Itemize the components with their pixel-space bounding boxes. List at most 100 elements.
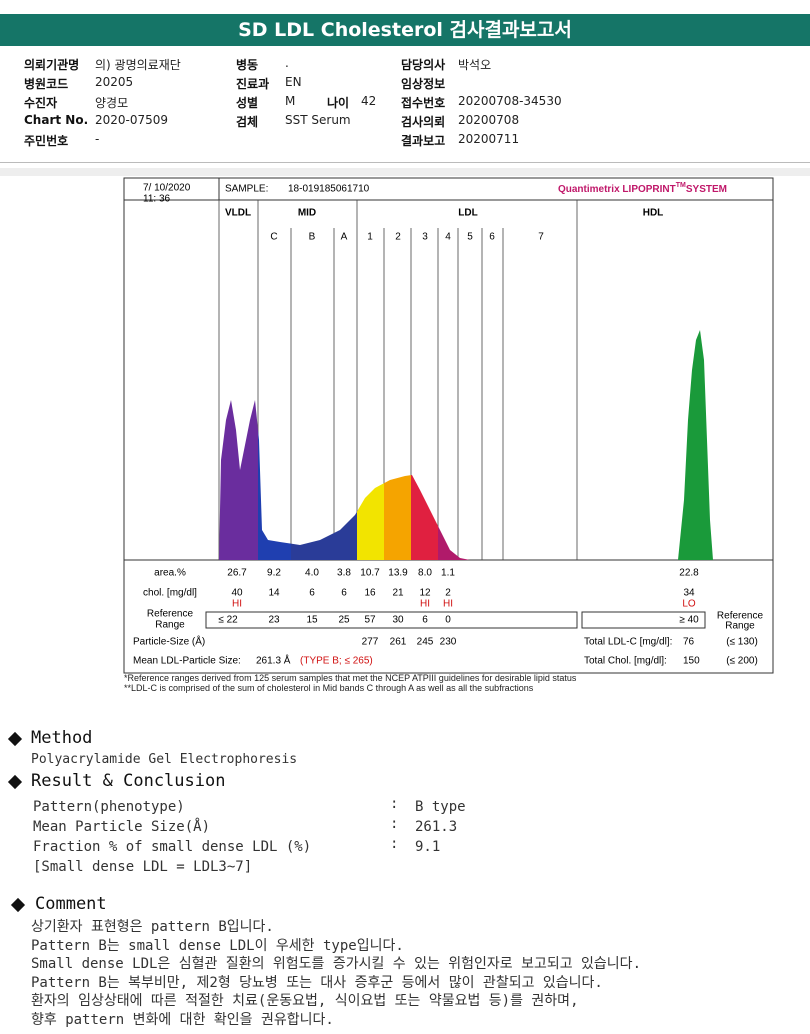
info-value: 20200708 (458, 113, 520, 127)
info-value: 20200711 (458, 132, 520, 146)
flag: HI (420, 599, 430, 610)
chol-value: 6 (309, 588, 315, 599)
flag: HI (443, 599, 453, 610)
curve (219, 400, 470, 560)
result-value: 261.3 (415, 819, 458, 835)
row-label: Reference (717, 611, 764, 622)
curve-segment (357, 483, 384, 560)
chol-value: 2 (445, 588, 451, 599)
ref-value: ≤ 22 (218, 615, 238, 626)
chol-value: 16 (364, 588, 376, 599)
flag: HI (232, 599, 242, 610)
info-value: 의) 광명의료재단 (95, 58, 181, 72)
ref-value: 30 (392, 615, 404, 626)
mean-label: Mean LDL-Particle Size: (133, 656, 241, 667)
band-label: B (309, 232, 316, 243)
ref-value: 15 (306, 615, 318, 626)
time: 11: 36 (143, 194, 170, 205)
band-label: C (270, 232, 277, 243)
area-value: 3.8 (337, 568, 351, 579)
info-label: 결과보고 (401, 134, 446, 148)
info-value: 2020-07509 (95, 113, 169, 127)
info-value: SST Serum (285, 113, 351, 127)
comment-line: 상기환자 표현형은 pattern B입니다. (31, 919, 274, 935)
chol-value: 6 (341, 588, 347, 599)
info-label: 검체 (236, 115, 259, 129)
result-value: B type (415, 799, 466, 815)
brand-part: Quantimetrix LIPOPRINT (558, 184, 676, 195)
row-label: chol. [mg/dl] (143, 588, 197, 599)
bullet (10, 897, 26, 913)
total-label: Total LDL-C [mg/dl]: (584, 637, 672, 648)
ref-value: 6 (422, 615, 428, 626)
comment-line: Small dense LDL은 심혈관 질환의 위험도를 증가시킬 수 있는 … (31, 956, 641, 972)
chol-value: 12 (419, 588, 431, 599)
chol-value: 14 (268, 588, 280, 599)
particle-value: 245 (417, 637, 434, 648)
curve-segment (291, 511, 357, 560)
date: 7/ 10/2020 (143, 183, 191, 194)
band-label: 1 (367, 232, 373, 243)
area-value: 8.0 (418, 568, 432, 579)
info-value: 양경모 (95, 96, 129, 110)
info-label: 병원코드 (24, 77, 69, 91)
group-label: LDL (458, 208, 477, 219)
particle-value: 261 (390, 637, 407, 648)
row-label: Range (155, 620, 185, 631)
chol-value: 21 (392, 588, 404, 599)
brand-part: SYSTEM (686, 184, 727, 195)
curve-segment (258, 430, 291, 560)
info-label: 담당의사 (401, 58, 446, 72)
heading: Comment (35, 894, 107, 914)
band-label: 7 (538, 232, 544, 243)
result-label: Mean Particle Size(Å) (33, 819, 211, 835)
chol-value: 40 (231, 588, 243, 599)
info-value: - (95, 132, 100, 146)
info-label: 주민번호 (24, 134, 69, 148)
total-range: (≤ 200) (726, 656, 758, 667)
curve-segment (438, 526, 470, 560)
total-label: Total Chol. [mg/dl]: (584, 656, 667, 667)
info-value: 박석오 (458, 58, 492, 72)
brand: Quantimetrix LIPOPRINTTMSYSTEM (558, 182, 727, 195)
info-label: 수진자 (24, 96, 58, 110)
area-value: 10.7 (360, 568, 380, 579)
total-value: 150 (683, 656, 700, 667)
info-label: 진료과 (236, 77, 270, 91)
ref-value: 57 (364, 615, 376, 626)
info-value: . (285, 56, 289, 70)
flag: LO (682, 599, 696, 610)
result-sep: : (390, 816, 399, 832)
sample-id: 18-019185061710 (288, 184, 370, 195)
bullet (7, 774, 23, 790)
result-label: Fraction % of small dense LDL (%) (33, 839, 312, 855)
text: Polyacrylamide Gel Electrophoresis (31, 752, 298, 767)
divider (0, 162, 810, 163)
curve-segment (384, 475, 411, 560)
area-value: 26.7 (227, 568, 247, 579)
group-label: HDL (643, 208, 664, 219)
ref-box (581, 611, 706, 629)
row-label: Range (725, 621, 755, 632)
area-value: 1.1 (441, 568, 455, 579)
band-label: 2 (395, 232, 401, 243)
curve-segment (411, 475, 438, 560)
info-label: 검사의뢰 (401, 115, 446, 129)
comment-line: 향후 pattern 변화에 대한 확인을 권유합니다. (31, 1011, 334, 1028)
info-value: 20200708-34530 (458, 94, 562, 108)
sample-label: SAMPLE: (225, 184, 268, 195)
group-label: MID (298, 208, 316, 219)
band-dividers (218, 200, 578, 560)
band-label: 6 (489, 232, 495, 243)
mean-value: 261.3 Å (256, 654, 291, 667)
info-label: 접수번호 (401, 96, 446, 110)
info-label: 병동 (236, 58, 259, 72)
row-label: Particle-Size (Å) (133, 635, 205, 648)
band-label: 5 (467, 232, 473, 243)
info-label: 의뢰기관명 (24, 58, 80, 72)
area-value: 9.2 (267, 568, 281, 579)
result-note: [Small dense LDL = LDL3~7] (33, 859, 253, 875)
comment-line: 환자의 임상상태에 따른 적절한 치료(운동요법, 식이요법 또는 약물요법 등… (31, 993, 579, 1009)
footnote: **LDL-C is comprised of the sum of chole… (124, 683, 534, 693)
